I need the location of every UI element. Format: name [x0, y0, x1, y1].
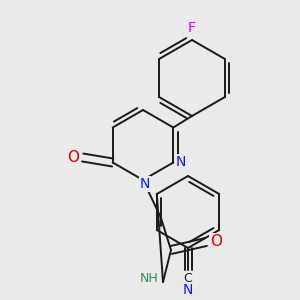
- Text: NH: NH: [140, 272, 158, 286]
- Text: F: F: [188, 21, 196, 35]
- Text: N: N: [183, 283, 193, 297]
- Text: C: C: [184, 272, 192, 284]
- Text: O: O: [210, 235, 222, 250]
- Text: O: O: [67, 150, 79, 165]
- Text: N: N: [176, 155, 187, 170]
- Text: N: N: [140, 177, 150, 191]
